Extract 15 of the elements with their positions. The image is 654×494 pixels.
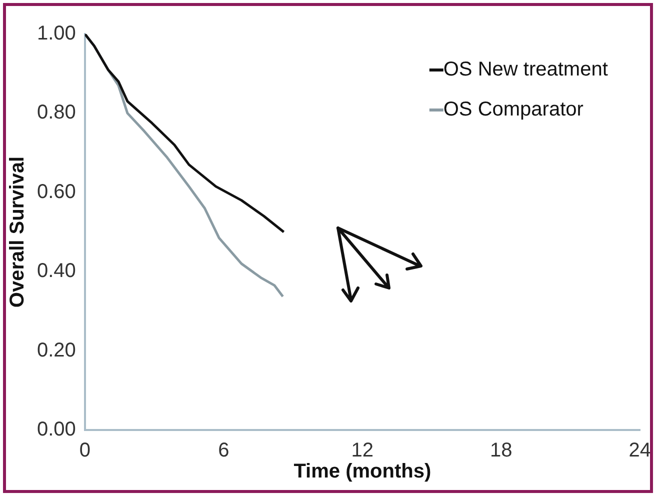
x-axis-title: Time (months) (294, 460, 432, 483)
y-tick-label: 0.60 (36, 180, 76, 203)
legend-label: OS New treatment (443, 58, 608, 81)
y-tick-label: 0.40 (36, 260, 76, 282)
x-tick-label: 18 (490, 440, 512, 462)
y-tick-label: 0.20 (36, 339, 76, 362)
legend-label: OS Comparator (443, 98, 584, 121)
y-axis-title: Overall Survival (6, 156, 29, 308)
y-tick-label: 0.80 (36, 102, 76, 124)
x-tick-label: 0 (79, 440, 90, 462)
x-tick-label: 6 (218, 440, 230, 462)
x-tick-label: 12 (351, 440, 374, 462)
y-tick-label: 1.00 (36, 22, 76, 45)
x-tick-label: 24 (628, 440, 651, 462)
y-tick-label: 0.00 (36, 418, 76, 441)
